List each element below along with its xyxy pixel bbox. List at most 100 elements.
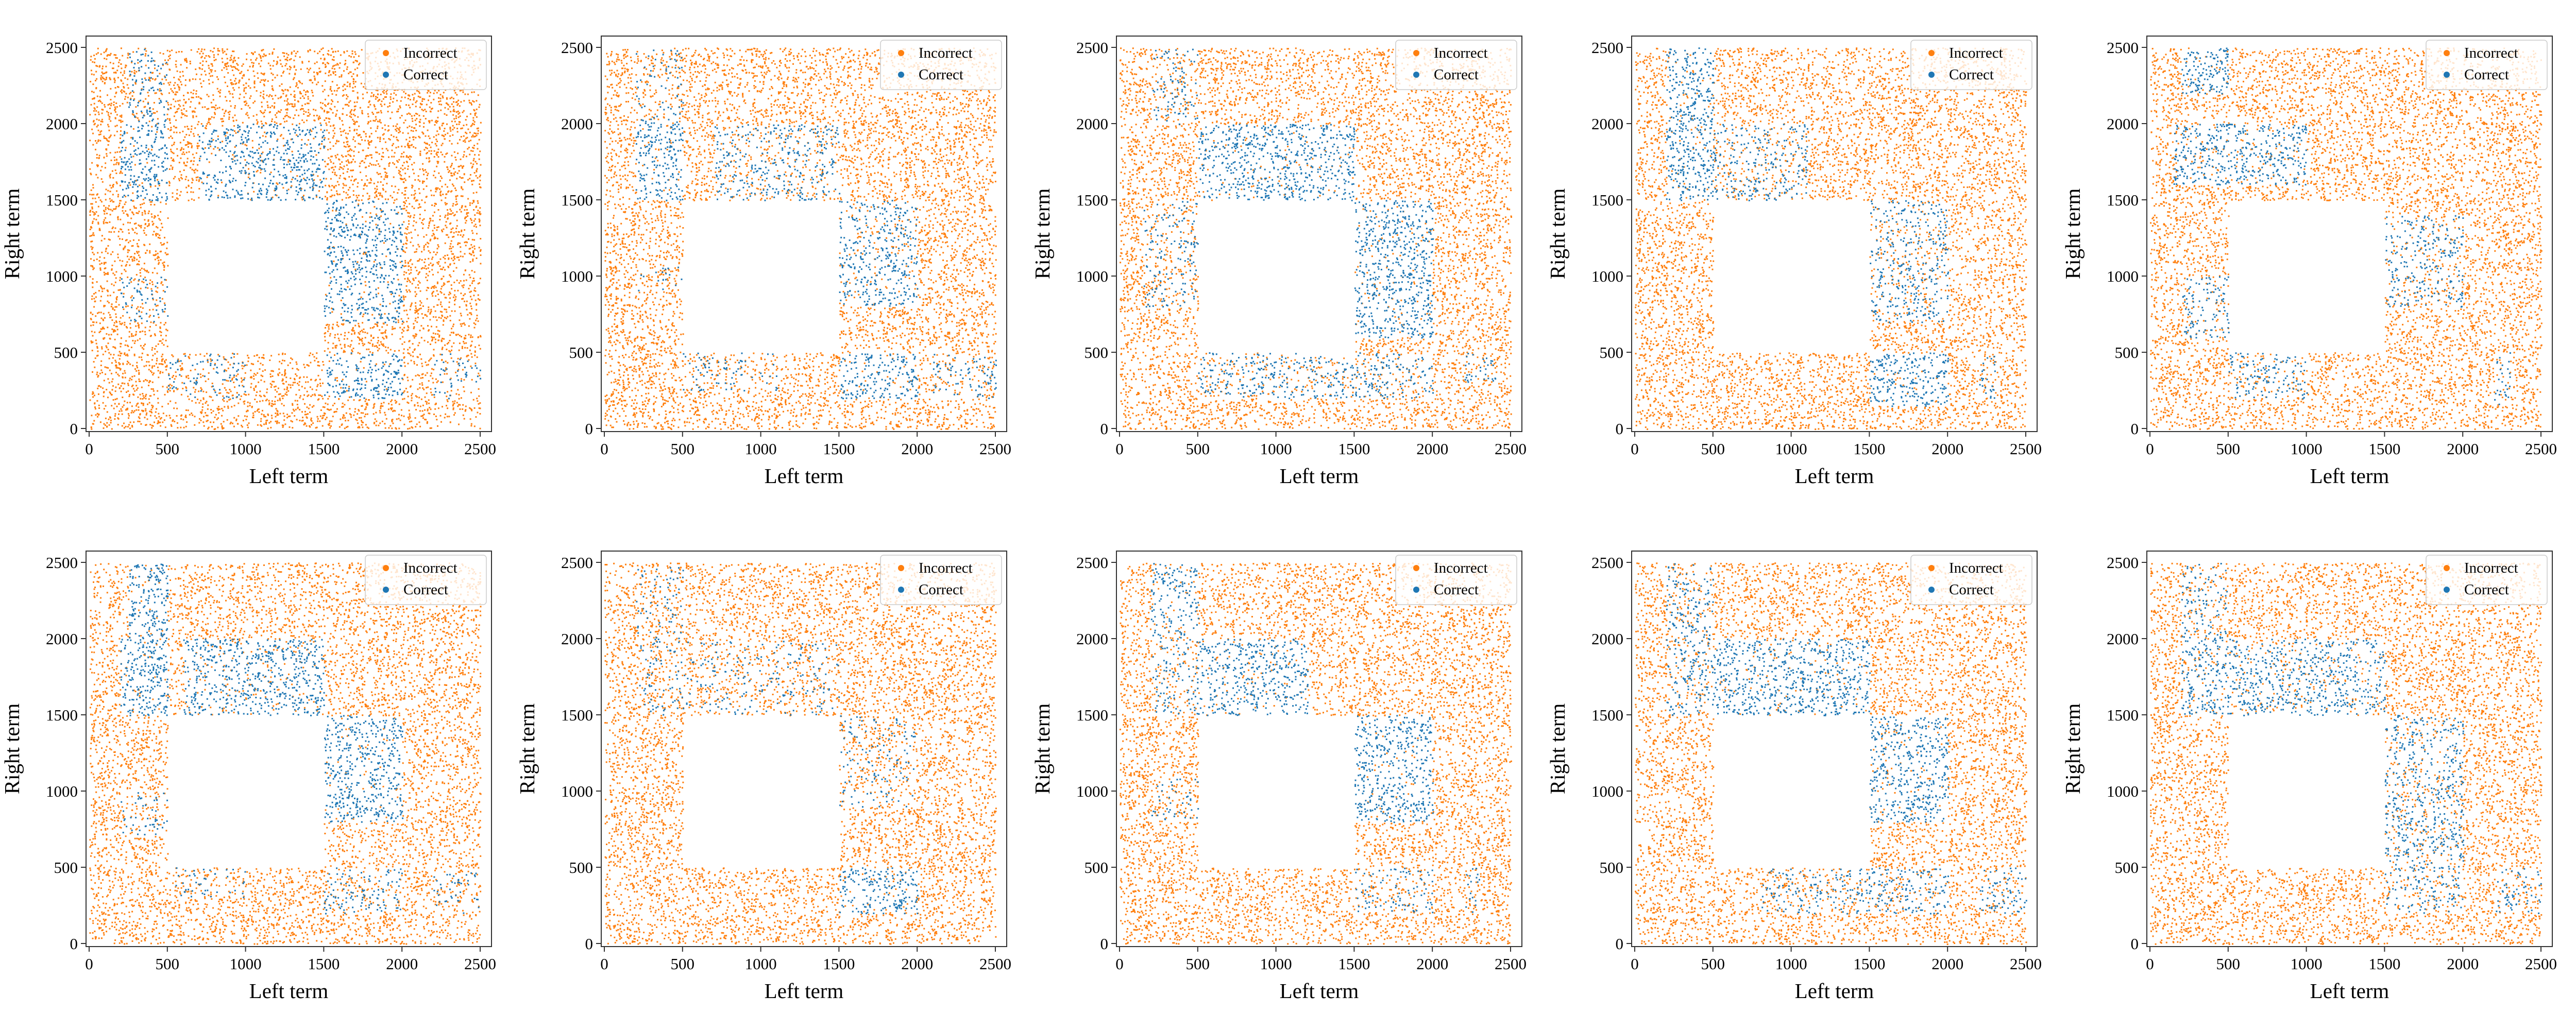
x-tick-label: 2500 [979, 955, 1011, 973]
y-axis-label: Right term [0, 188, 24, 280]
x-tick-label: 0 [2146, 440, 2154, 458]
legend-marker-correct [898, 72, 904, 78]
legend-marker-correct [1413, 587, 1419, 593]
axes-frame [601, 551, 1007, 947]
y-axis-label: Right term [2061, 703, 2084, 795]
y-tick-label: 0 [1616, 420, 1624, 438]
y-axis-label: Right term [515, 188, 539, 280]
y-tick-label: 0 [2131, 420, 2139, 438]
y-tick-label: 0 [2131, 935, 2139, 953]
y-axis-label: Right term [1030, 703, 1054, 795]
y-tick-label: 2500 [2107, 39, 2139, 57]
y-tick-label: 2000 [2107, 630, 2139, 648]
x-tick-label: 1500 [308, 955, 340, 973]
y-tick-label: 2000 [1591, 115, 1623, 133]
legend-label-correct: Correct [1949, 66, 1994, 83]
y-tick-label: 500 [1600, 859, 1624, 877]
x-axis-label: Left term [249, 464, 329, 488]
y-axis-label: Right term [1030, 188, 1054, 280]
x-tick-label: 2500 [464, 955, 496, 973]
x-axis-label: Left term [765, 979, 844, 1003]
y-tick-label: 1500 [2107, 191, 2139, 209]
legend-marker-incorrect [1928, 565, 1935, 571]
y-tick-label: 500 [569, 859, 594, 877]
y-tick-label: 2500 [1076, 39, 1108, 57]
x-tick-label: 2000 [901, 955, 933, 973]
y-tick-label: 500 [1084, 859, 1109, 877]
legend-label-incorrect: Incorrect [919, 45, 973, 61]
legend-label-correct: Correct [2464, 66, 2509, 83]
x-tick-label: 500 [1701, 440, 1725, 458]
legend-label-correct: Correct [2464, 581, 2509, 598]
axes-frame [1631, 551, 2038, 947]
x-tick-label: 2000 [1931, 440, 1963, 458]
y-tick-label: 500 [54, 344, 78, 362]
y-tick-label: 1500 [1076, 191, 1108, 209]
y-axis-label: Right term [0, 703, 24, 795]
scatter-panel-6: 0 500 1000 1500 2000 2500 0 500 1000 1500 2000 2500… [0, 551, 496, 1003]
axes-frame [1116, 36, 1522, 432]
incorrect-points [2150, 47, 2543, 430]
incorrect-points [2150, 562, 2543, 945]
x-axis-label: Left term [1795, 464, 1874, 488]
correct-points [1666, 47, 1996, 407]
x-tick-label: 2500 [1495, 440, 1527, 458]
x-tick-label: 2500 [2525, 440, 2557, 458]
y-tick-label: 1000 [561, 782, 593, 800]
legend-marker-incorrect [383, 565, 389, 571]
y-axis-label: Right term [1546, 703, 1569, 795]
legend: Incorrect Correct [1910, 40, 2032, 90]
y-tick-label: 1000 [561, 267, 593, 285]
x-tick-label: 1000 [230, 440, 262, 458]
legend-marker-incorrect [898, 565, 904, 571]
x-axis-label: Left term [2310, 979, 2389, 1003]
points-panel-4 [1635, 47, 2027, 430]
y-tick-label: 2000 [1076, 630, 1108, 648]
x-tick-label: 1500 [308, 440, 340, 458]
scatter-panel-10: 0 500 1000 1500 2000 2500 0 500 1000 1500 2000 2500… [2061, 551, 2557, 1003]
x-tick-label: 1000 [230, 955, 262, 973]
y-tick-label: 500 [1084, 344, 1109, 362]
axes-frame [86, 36, 492, 432]
x-tick-label: 500 [2216, 440, 2241, 458]
y-tick-label: 1500 [561, 191, 593, 209]
scatter-panel-2: 0 500 1000 1500 2000 2500 0 500 1000 1500 2000 2500… [515, 36, 1011, 488]
x-tick-label: 1000 [1775, 440, 1807, 458]
x-tick-label: 2500 [464, 440, 496, 458]
y-tick-label: 2500 [2107, 554, 2139, 572]
legend-marker-correct [2444, 587, 2450, 593]
y-tick-label: 1000 [1591, 782, 1623, 800]
y-tick-label: 1000 [46, 782, 78, 800]
x-tick-label: 2500 [2010, 440, 2042, 458]
points-panel-9 [1635, 562, 2027, 945]
y-tick-label: 0 [585, 420, 594, 438]
y-axis-label: Right term [1546, 188, 1569, 280]
correct-points [2181, 563, 2542, 914]
y-tick-label: 1500 [1591, 706, 1623, 724]
x-tick-label: 1500 [1853, 440, 1885, 458]
points-panel-7 [604, 562, 997, 945]
y-tick-label: 2000 [561, 630, 593, 648]
x-tick-label: 2000 [386, 955, 418, 973]
legend-label-incorrect: Incorrect [1949, 560, 2003, 576]
points-panel-10 [2150, 562, 2543, 945]
y-tick-label: 2000 [2107, 115, 2139, 133]
x-tick-label: 1000 [745, 440, 777, 458]
legend: Incorrect Correct [1910, 555, 2032, 605]
legend-marker-correct [898, 587, 904, 593]
axes-frame [86, 551, 492, 947]
legend-label-correct: Correct [1434, 581, 1479, 598]
y-tick-label: 500 [569, 344, 594, 362]
legend-box [1395, 40, 1517, 90]
y-tick-label: 1500 [2107, 706, 2139, 724]
scatter-panel-4: 0 500 1000 1500 2000 2500 0 500 1000 1500 2000 2500… [1546, 36, 2042, 488]
legend-marker-correct [2444, 72, 2450, 78]
incorrect-points [1635, 562, 2027, 945]
correct-points [1150, 563, 1480, 914]
x-tick-label: 0 [1631, 440, 1639, 458]
x-tick-label: 500 [1186, 955, 1210, 973]
legend-label-correct: Correct [919, 581, 963, 598]
y-tick-label: 1500 [561, 706, 593, 724]
y-tick-label: 1000 [2107, 782, 2139, 800]
legend: Incorrect Correct [2426, 555, 2548, 605]
